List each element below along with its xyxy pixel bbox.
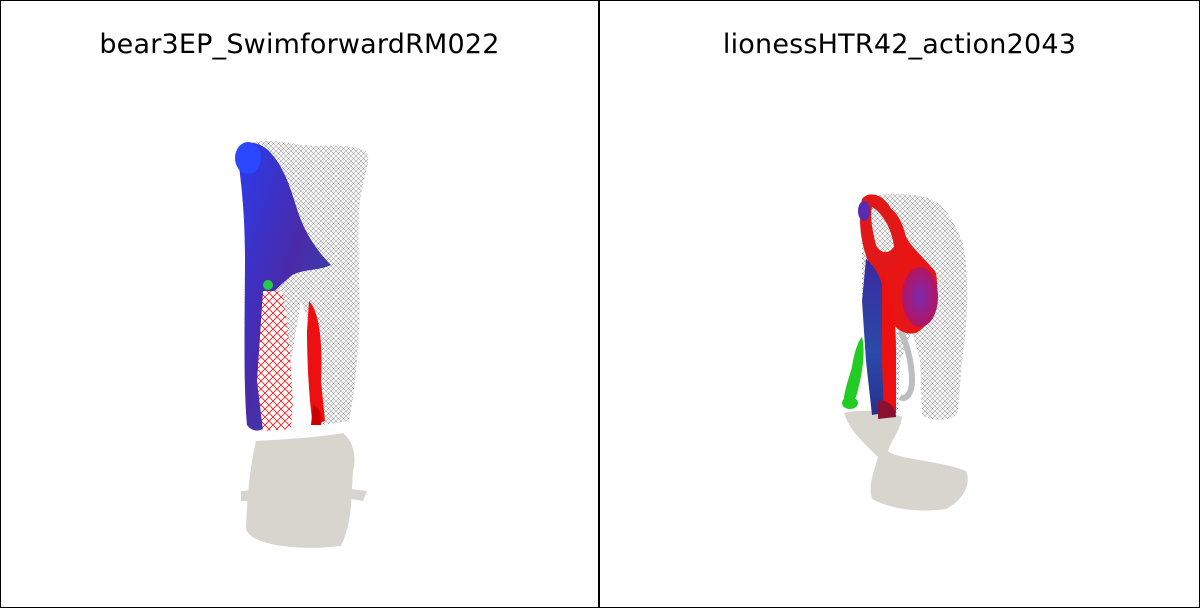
bear-shadow	[246, 433, 355, 548]
lioness-mesh-render	[842, 193, 968, 511]
panel-title-bear: bear3EP_SwimforwardRM022	[99, 29, 500, 60]
bear-red-wire-leg	[257, 291, 293, 431]
lioness-blue-leg	[862, 259, 886, 415]
lioness-green-leg	[843, 337, 864, 408]
panel-title-lioness: lionessHTR42_action2043	[722, 29, 1077, 60]
panel-lioness: lionessHTR42_action2043	[600, 1, 1199, 607]
lioness-shadow	[844, 410, 968, 511]
bear-red-leg	[307, 301, 325, 425]
panel-bear: bear3EP_SwimforwardRM022	[1, 1, 600, 607]
lioness-red-leg	[882, 273, 896, 417]
bear-mesh-render	[235, 140, 369, 548]
